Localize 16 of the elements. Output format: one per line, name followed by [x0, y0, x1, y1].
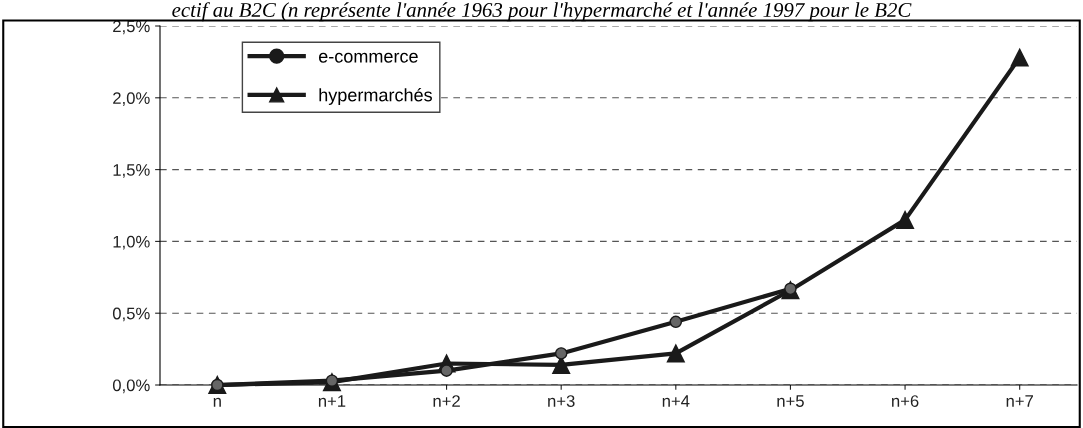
- x-tick-label: n: [213, 397, 221, 407]
- x-tick-label: n+6: [892, 395, 919, 407]
- legend-label: e-commerce: [318, 52, 418, 63]
- y-tick-label: 0,5%: [112, 307, 150, 322]
- x-tick-label: n+2: [433, 395, 460, 407]
- legend-label: hypermarchés: [319, 87, 432, 105]
- chart-title: ectif au B2C (n représente l'année 1963 pour l'hypermarché et l'année 1997 pour le B2C: [172, 2, 912, 22]
- x-tick-label: n+1: [318, 395, 346, 407]
- x-tick-label: n+4: [662, 395, 690, 407]
- x-tick-label: n+3: [548, 395, 575, 407]
- y-tick-label: 1,5%: [113, 164, 150, 178]
- y-tick-label: 2,0%: [113, 92, 150, 106]
- y-tick-label: 1,0%: [113, 235, 150, 250]
- x-tick-label: n+5: [777, 395, 804, 407]
- x-tick-label: n+7: [1006, 395, 1033, 407]
- y-tick-label: 0,0%: [112, 379, 150, 394]
